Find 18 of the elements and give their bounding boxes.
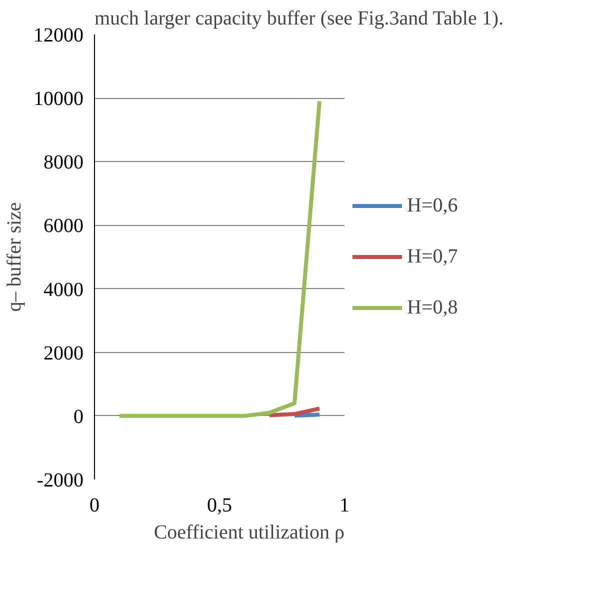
legend-label: H=0,8 <box>407 296 458 319</box>
y-axis-title: q– buffer size <box>4 202 26 312</box>
y-tick-label: 0 <box>74 406 84 428</box>
text: much larger capacity buffer (see Fig.3and Table 1). <box>94 8 504 30</box>
y-tick-label: 10000 <box>34 88 84 110</box>
y-tick-label: 6000 <box>44 215 84 238</box>
y-tick-label: 4000 <box>44 278 84 301</box>
legend-label: H=0,7 <box>407 245 458 268</box>
y-tick-label: 2000 <box>44 342 84 364</box>
y-tick-label: 8000 <box>44 152 84 174</box>
x-tick-label: 0,5 <box>207 494 232 516</box>
x-tick-label: 0 <box>90 494 100 516</box>
x-axis-title: Coefficient utilization ρ <box>154 522 345 544</box>
y-tick-label: 12000 <box>34 24 84 46</box>
x-tick-label: 1 <box>340 494 350 516</box>
y-tick-label: -2000 <box>36 470 84 492</box>
legend-label: H=0,6 <box>407 194 458 217</box>
line-series <box>118 99 322 418</box>
